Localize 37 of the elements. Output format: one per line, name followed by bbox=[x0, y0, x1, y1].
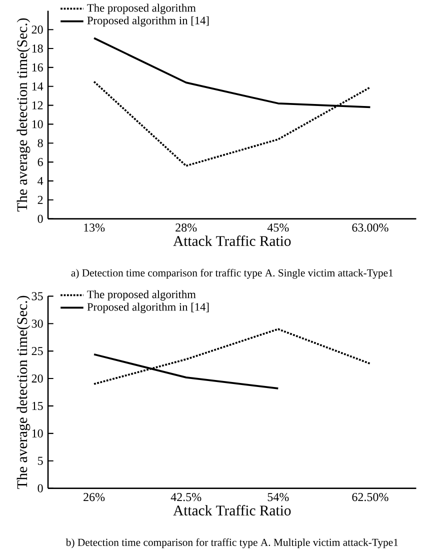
x-tick-label: 26% bbox=[83, 493, 105, 502]
y-tick-label: 30 bbox=[32, 320, 43, 328]
x-tick-label: 42.5% bbox=[170, 493, 202, 502]
y-tick-label: 2 bbox=[38, 196, 43, 204]
x-tick-label: 28% bbox=[176, 224, 197, 232]
y-axis-title: The average detection time(Sec.) bbox=[16, 296, 30, 489]
y-tick-label: 5 bbox=[38, 456, 43, 465]
text: a) Detection time comparison for traffic type A. Single victim attack-Type1 bbox=[71, 268, 393, 279]
y-tick-label: 14 bbox=[32, 82, 43, 90]
legend-label: The proposed algorithm bbox=[87, 290, 196, 301]
y-tick-label: 15 bbox=[32, 402, 43, 410]
x-tick-label: 13% bbox=[84, 224, 105, 232]
y-tick-label: 12 bbox=[32, 101, 43, 110]
y-tick-label: 16 bbox=[32, 63, 43, 72]
y-tick-label: 20 bbox=[32, 374, 43, 383]
y-tick-label: 0 bbox=[38, 214, 43, 223]
x-tick-label: 62.50% bbox=[352, 493, 388, 502]
y-tick-label: 35 bbox=[32, 292, 43, 300]
y-tick-label: 10 bbox=[32, 429, 43, 438]
y-tick-label: 18 bbox=[32, 44, 43, 53]
y-tick-label: 4 bbox=[37, 177, 43, 185]
y-tick-label: 6 bbox=[38, 158, 43, 166]
x-tick-label: 54% bbox=[268, 493, 289, 502]
legend-label: Proposed algorithm in [14] bbox=[87, 16, 209, 27]
text: b) Detection time comparison for traffic type A. Multiple victim attack-Type1 bbox=[66, 538, 398, 548]
x-axis-title: Attack Traffic Ratio bbox=[173, 235, 291, 246]
y-tick-label: 8 bbox=[38, 139, 43, 148]
y-tick-label: 20 bbox=[32, 26, 43, 34]
x-tick-label: 45% bbox=[267, 224, 289, 232]
x-tick-label: 63.00% bbox=[352, 224, 388, 232]
legend-label: Proposed algorithm in [14] bbox=[87, 302, 209, 314]
legend-label: The proposed algorithm bbox=[87, 4, 196, 14]
x-axis-title: Attack Traffic Ratio bbox=[173, 504, 291, 516]
y-tick-label: 25 bbox=[32, 347, 43, 356]
y-axis-title: The average detection time(Sec.) bbox=[16, 18, 30, 212]
y-tick-label: 0 bbox=[38, 484, 43, 492]
y-tick-label: 10 bbox=[32, 120, 43, 128]
